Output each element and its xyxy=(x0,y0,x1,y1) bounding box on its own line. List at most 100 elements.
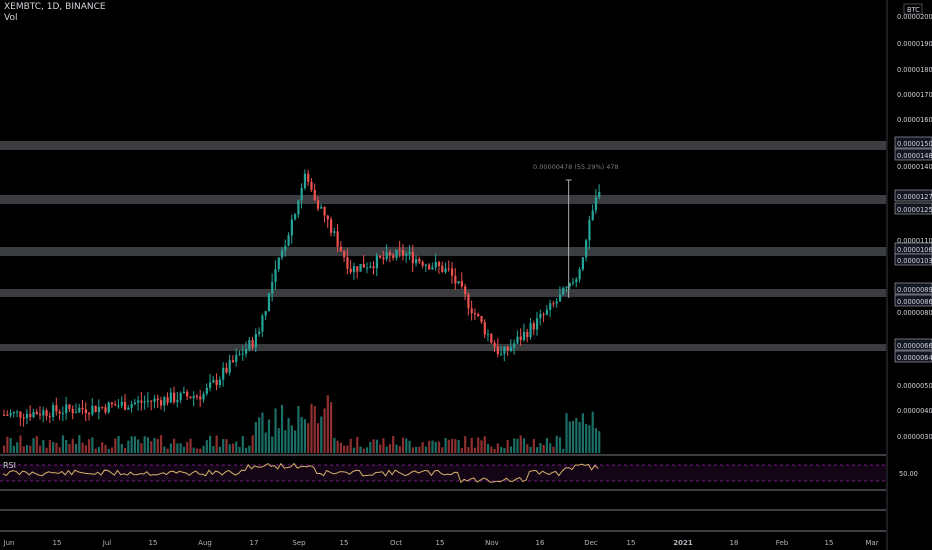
candle xyxy=(431,267,434,270)
price-label-box xyxy=(894,202,932,215)
volume-label[interactable]: Vol xyxy=(4,13,18,23)
price-label-box xyxy=(894,338,932,351)
volume-bar xyxy=(218,446,222,453)
volume-bar xyxy=(222,439,225,453)
volume-bar xyxy=(9,438,12,453)
candle xyxy=(441,265,444,273)
volume-bar xyxy=(392,436,395,453)
volume-bar xyxy=(290,425,293,453)
candle xyxy=(372,266,375,269)
candle xyxy=(222,367,225,380)
candle xyxy=(349,268,352,273)
candle xyxy=(509,347,513,351)
volume-bar xyxy=(163,446,166,453)
volume-bar xyxy=(480,440,483,453)
candle xyxy=(3,414,6,416)
volume-bar xyxy=(401,437,405,453)
candle xyxy=(45,410,48,417)
volume-bar xyxy=(202,445,205,453)
candle xyxy=(120,401,123,406)
candle xyxy=(61,413,65,415)
candle xyxy=(97,406,101,412)
candle xyxy=(182,391,186,393)
volume-bar xyxy=(297,406,300,453)
volume-bar xyxy=(509,446,513,453)
candle xyxy=(408,251,411,255)
candle xyxy=(536,318,539,330)
volume-bar xyxy=(526,444,529,453)
volume-bar xyxy=(212,446,215,453)
candle xyxy=(130,404,133,408)
candle xyxy=(35,411,38,415)
candle xyxy=(356,266,359,272)
volume-bar xyxy=(591,411,594,453)
price-label: 0.00001277 xyxy=(897,193,932,201)
rsi-label[interactable]: RSI xyxy=(3,461,16,470)
volume-bar xyxy=(372,439,375,453)
volume-bar xyxy=(166,448,169,453)
volume-bar xyxy=(382,438,385,453)
candle xyxy=(454,275,457,284)
candle xyxy=(189,396,192,399)
volume-bar xyxy=(238,447,241,453)
volume-bar xyxy=(529,446,532,453)
volume-bar xyxy=(45,447,48,453)
candle xyxy=(359,264,362,272)
volume-bar xyxy=(97,446,101,453)
candle xyxy=(552,303,555,305)
candle xyxy=(568,283,571,287)
candle xyxy=(326,215,329,220)
volume-bar xyxy=(137,439,140,453)
candle xyxy=(68,404,71,409)
symbol-label[interactable]: XEMBTC, 1D, BINANCE xyxy=(4,2,106,12)
candle xyxy=(333,231,336,233)
time-label: 18 xyxy=(730,539,739,547)
volume-bar xyxy=(303,419,307,453)
candle xyxy=(55,405,58,412)
candle xyxy=(313,189,316,201)
candle xyxy=(38,414,42,416)
volume-bar xyxy=(477,437,480,453)
candle xyxy=(473,313,477,315)
time-label: Nov xyxy=(485,539,499,547)
candle xyxy=(542,314,545,316)
candle xyxy=(94,405,97,412)
candle xyxy=(25,414,29,419)
candle xyxy=(526,331,529,338)
volume-bar xyxy=(457,440,460,453)
volume-bar xyxy=(258,417,261,453)
candle xyxy=(310,181,313,190)
volume-bar xyxy=(503,448,506,453)
candle xyxy=(585,240,588,258)
candle xyxy=(267,293,271,311)
candle xyxy=(562,287,565,295)
volume-bar xyxy=(127,440,130,453)
candle xyxy=(522,331,526,341)
volume-bar xyxy=(241,436,244,453)
candle xyxy=(300,187,303,201)
volume-bar xyxy=(225,439,228,453)
candle xyxy=(398,249,401,251)
volume-bar xyxy=(74,443,78,453)
volume-bar xyxy=(153,438,156,453)
candle xyxy=(12,412,16,414)
price-label: 0.00000892 xyxy=(897,286,932,294)
volume-bar xyxy=(415,446,418,453)
volume-bar xyxy=(114,438,117,453)
candle xyxy=(228,360,231,373)
volume-bar xyxy=(169,443,172,453)
candle xyxy=(496,346,499,355)
candle xyxy=(65,404,68,414)
candle xyxy=(133,402,136,405)
candle xyxy=(212,379,215,383)
volume-bar xyxy=(369,442,372,453)
volume-bar xyxy=(235,441,238,453)
candle xyxy=(254,333,257,348)
candle xyxy=(32,411,35,417)
candle xyxy=(163,397,166,406)
volume-bar xyxy=(110,447,114,453)
